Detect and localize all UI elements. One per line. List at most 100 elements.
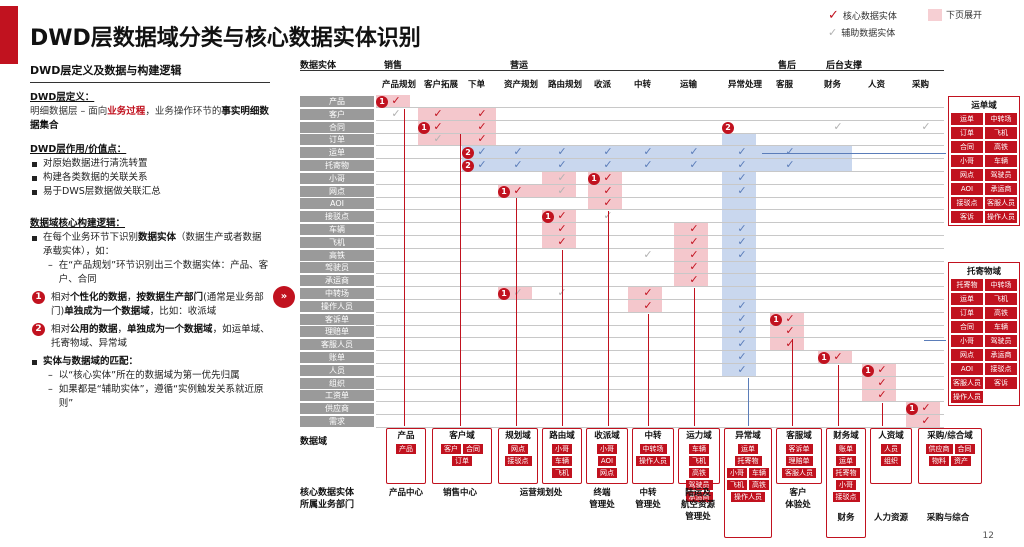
connector-line: [460, 134, 461, 426]
entity-label: 驾驶员: [300, 262, 374, 274]
row-line: [376, 158, 944, 160]
aux-check-icon: ✓: [737, 311, 747, 325]
step-header: 产品规划: [382, 80, 417, 90]
side-panel-entity: 车辆: [985, 321, 1017, 333]
side-panel-entity: 承运商: [985, 349, 1017, 361]
core-check-icon: ✓: [877, 375, 887, 389]
dept-label: 财务: [837, 513, 855, 523]
domain-entity: 物料: [929, 456, 949, 466]
step-header: 收派: [594, 80, 612, 90]
step-header: 客户拓展: [424, 80, 459, 90]
domain-entity: 操作人员: [731, 492, 765, 502]
logic-title: 数据域核心构建逻辑：: [30, 218, 126, 229]
step-header: 客服: [776, 80, 794, 90]
dept-label: 陆运及 航空资源 管理处: [680, 488, 715, 522]
aux-check-icon: ✓: [643, 158, 653, 171]
connector-line: [648, 313, 649, 426]
entity-label: 操作人员: [300, 300, 374, 312]
row-line: [376, 401, 944, 403]
title-accent-bar: [0, 6, 18, 64]
side-panel-entity: 小哥: [951, 155, 983, 167]
entity-label: 车辆: [300, 224, 374, 235]
connector-line: [924, 340, 946, 341]
number-badge: 2: [722, 121, 734, 134]
domain-title: 中转: [644, 431, 662, 441]
number-badge: 1: [498, 288, 510, 300]
core-check-icon: ✓: [643, 286, 653, 299]
core-check-icon: ✓: [557, 222, 567, 235]
connector-line: [404, 108, 405, 426]
aux-check-icon: ✓: [603, 158, 613, 171]
def-text: 明细数据层 – 面向业务过程，业务操作环节的事实明细数据集合: [30, 106, 269, 131]
legend-aux: ✓ 辅助数据实体: [828, 26, 896, 39]
side-panel-entity: 网点: [951, 349, 983, 361]
side-panel-entity: 高铁: [985, 141, 1017, 153]
aux-check-icon: ✓: [921, 119, 931, 133]
row-line: [376, 375, 944, 377]
aux-check-icon: ✓: [513, 286, 523, 299]
domain-entity: 接驳点: [504, 456, 532, 466]
dept-row-label: 核心数据实体 所属业务部门: [300, 488, 355, 510]
use-item: 对原始数据进行清洗转置: [32, 157, 270, 171]
dept-label: 客户 体验处: [785, 488, 811, 510]
entity-label: 客服人员: [300, 339, 374, 351]
row-line: [376, 299, 944, 300]
domain-box: 路由域 小哥 车辆 飞机: [542, 428, 582, 484]
side-panel-entity: 运单: [951, 113, 983, 125]
domain-title: 异常域: [735, 431, 761, 441]
row-line: [376, 247, 944, 249]
aux-check-icon: ✓: [737, 170, 747, 184]
match-item: – 以“核心实体”所在的数据域为第一优先归属: [48, 370, 240, 381]
domain-entity: 合同: [463, 444, 483, 454]
domain-title: 收派域: [594, 431, 620, 441]
number-badge: 1: [418, 121, 430, 134]
side-panel-entity: AOI: [951, 183, 983, 195]
point-2: 2 相对公用的数据，单独成为一个数据域，如运单域、托寄物域、异常域: [32, 323, 270, 351]
number-badge: 1: [376, 96, 388, 108]
group-backoffice: 后台支撑: [826, 61, 863, 71]
aux-check-icon: ✓: [603, 145, 613, 159]
side-domain-panel: 运单域 运单 中转场 订单 飞机 合同 高铁 小哥 车辆 网点 驾驶员 AOI 承运商 接驳点 客服人员 客诉…: [948, 96, 1020, 226]
domain-box: 产品 产品: [386, 428, 426, 484]
aux-check-icon: ✓: [557, 183, 567, 197]
logic-item: 在每个业务环节下识别数据实体（数据生产或者数据承载实体），如：: [32, 231, 270, 259]
connector-line: [882, 403, 883, 426]
side-panel-entity: 合同: [951, 141, 983, 153]
aux-check-icon: ✓: [689, 145, 699, 159]
entity-label: 托寄物: [300, 160, 374, 171]
entity-label: 人员: [300, 364, 374, 376]
domain-entity: 合同: [954, 444, 975, 454]
group-ops: 营运: [510, 61, 529, 71]
row-line: [376, 363, 944, 364]
number-badge: 1: [906, 403, 918, 416]
domain-entity: 供应商: [925, 444, 953, 454]
domain-box: 人资域 人员 组织: [870, 428, 912, 484]
domain-entity: 订单: [452, 456, 472, 466]
step-header: 采购: [912, 80, 930, 90]
row-line: [376, 337, 944, 339]
row-line: [376, 183, 944, 185]
connector-line: [608, 211, 609, 426]
entity-label: 产品: [300, 96, 374, 107]
aux-check-icon: ✓: [828, 26, 838, 39]
connector-line: [838, 364, 839, 426]
domain-box: 客服域 客诉单 理赔单 客服人员: [776, 428, 822, 484]
core-check-icon: ✓: [785, 324, 795, 338]
entity-label: 客户: [300, 108, 374, 120]
entity-label: 飞机: [300, 236, 374, 248]
row-line: [376, 107, 944, 108]
side-domain-panel: 托寄物域 托寄物 中转场 运单 飞机 订单 高铁 合同 车辆 小哥 驾驶员 网点 承运商 AOI 接驳点 客服…: [948, 262, 1020, 406]
row-line: [376, 235, 944, 236]
side-panel-entity: 客诉: [985, 377, 1017, 389]
core-check-icon: ✓: [603, 196, 613, 210]
row-line: [376, 145, 944, 147]
connector-line: [762, 153, 946, 155]
entity-label: 合同: [300, 121, 374, 133]
side-panel-entity: 驾驶员: [985, 335, 1017, 347]
domain-entity: 客诉单: [785, 444, 813, 454]
aux-check-icon: ✓: [477, 158, 487, 171]
domain-title: 客户域: [449, 431, 475, 441]
domain-entity: 客服人员: [782, 468, 816, 478]
step-header: 财务: [824, 80, 842, 90]
domain-box: 异常域 运单 托寄物 小哥 车辆 飞机 高铁 操作人员: [724, 428, 772, 538]
